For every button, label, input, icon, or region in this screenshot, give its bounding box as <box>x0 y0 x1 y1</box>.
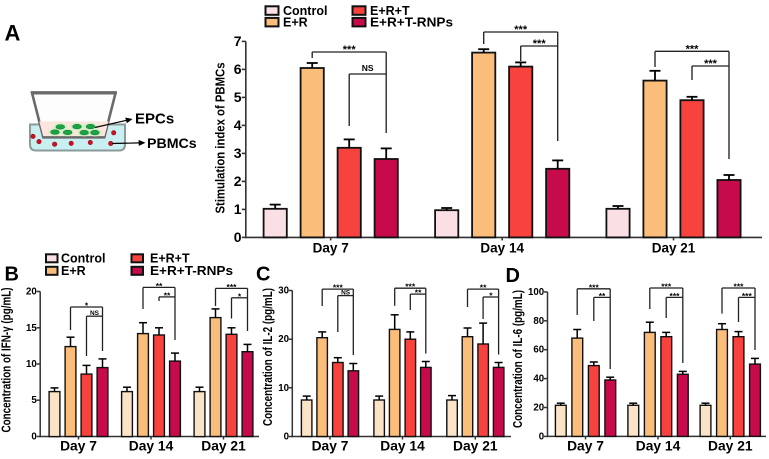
svg-text:5: 5 <box>234 89 242 105</box>
svg-text:***: *** <box>670 291 681 301</box>
svg-text:6: 6 <box>234 61 242 77</box>
svg-text:***: *** <box>661 282 672 292</box>
svg-text:Day 21: Day 21 <box>652 240 696 255</box>
svg-text:***: *** <box>514 24 528 36</box>
svg-text:0: 0 <box>284 432 289 443</box>
svg-text:A: A <box>5 21 21 46</box>
svg-text:NS: NS <box>341 290 351 297</box>
svg-text:***: *** <box>686 43 700 55</box>
svg-text:Day 7: Day 7 <box>312 438 349 453</box>
svg-text:Day 7: Day 7 <box>567 438 604 453</box>
svg-text:Day 7: Day 7 <box>313 240 349 255</box>
svg-text:**: ** <box>164 290 171 300</box>
svg-text:Concentration of IL-6 (pg/mL): Concentration of IL-6 (pg/mL) <box>510 290 525 428</box>
svg-text:*: * <box>489 291 493 301</box>
svg-text:15: 15 <box>26 323 37 334</box>
svg-text:***: *** <box>227 282 238 292</box>
svg-text:2: 2 <box>234 173 242 189</box>
svg-text:7: 7 <box>234 33 242 49</box>
svg-text:60: 60 <box>533 345 544 356</box>
svg-text:E+R: E+R <box>61 264 86 278</box>
svg-text:4: 4 <box>234 117 242 133</box>
svg-text:Day 14: Day 14 <box>380 438 425 453</box>
svg-text:Control: Control <box>61 252 105 266</box>
svg-text:Day 14: Day 14 <box>129 438 174 453</box>
svg-text:C: C <box>256 264 270 286</box>
svg-text:Concentration of IL-2 (pg/mL): Concentration of IL-2 (pg/mL) <box>260 288 275 426</box>
svg-text:Stimulation index of PBMCs: Stimulation index of PBMCs <box>213 63 228 214</box>
svg-text:0: 0 <box>31 432 36 443</box>
svg-text:***: *** <box>704 58 718 70</box>
svg-text:*: * <box>85 301 89 311</box>
svg-text:Day 21: Day 21 <box>453 438 498 453</box>
svg-text:D: D <box>506 265 520 287</box>
svg-text:**: ** <box>156 281 163 291</box>
svg-text:20: 20 <box>278 334 289 345</box>
svg-text:Day 21: Day 21 <box>708 438 753 453</box>
svg-text:**: ** <box>415 288 422 298</box>
svg-text:***: *** <box>533 38 547 50</box>
svg-text:0: 0 <box>539 431 544 442</box>
svg-text:Control: Control <box>283 4 327 18</box>
svg-text:E+R+T-RNPs: E+R+T-RNPs <box>150 264 233 278</box>
svg-text:***: *** <box>343 44 357 56</box>
svg-text:NS: NS <box>90 310 100 317</box>
svg-text:0: 0 <box>234 229 242 245</box>
svg-text:1: 1 <box>234 201 242 217</box>
svg-text:B: B <box>5 264 19 286</box>
svg-text:10: 10 <box>26 359 37 370</box>
svg-text:5: 5 <box>31 395 37 406</box>
svg-text:E+R+T-RNPs: E+R+T-RNPs <box>370 16 453 30</box>
svg-text:Day 21: Day 21 <box>201 438 246 453</box>
svg-text:EPCs: EPCs <box>135 110 174 127</box>
svg-text:40: 40 <box>533 374 544 385</box>
svg-text:***: *** <box>333 283 344 293</box>
svg-text:Day 7: Day 7 <box>60 438 97 453</box>
svg-text:100: 100 <box>528 287 544 298</box>
svg-text:E+R+T: E+R+T <box>150 252 190 266</box>
svg-text:3: 3 <box>234 145 242 161</box>
svg-text:***: *** <box>589 282 600 292</box>
svg-text:*: * <box>238 291 242 301</box>
svg-text:**: ** <box>480 283 487 293</box>
svg-text:30: 30 <box>278 286 289 297</box>
svg-text:80: 80 <box>533 316 544 327</box>
svg-text:***: *** <box>405 282 416 292</box>
svg-text:10: 10 <box>278 383 289 394</box>
svg-text:**: ** <box>599 291 606 301</box>
svg-text:Day 14: Day 14 <box>636 438 681 453</box>
svg-text:20: 20 <box>533 403 544 414</box>
svg-text:***: *** <box>734 282 745 292</box>
svg-text:PBMCs: PBMCs <box>147 136 197 152</box>
svg-text:E+R+T: E+R+T <box>370 4 410 18</box>
svg-text:E+R: E+R <box>283 16 308 30</box>
svg-text:Day 14: Day 14 <box>480 240 524 255</box>
svg-text:Concentration of IFN-γ (pg/mL): Concentration of IFN-γ (pg/mL) <box>0 288 14 433</box>
svg-text:NS: NS <box>362 63 374 73</box>
svg-text:***: *** <box>742 291 753 301</box>
svg-text:20: 20 <box>26 287 37 298</box>
